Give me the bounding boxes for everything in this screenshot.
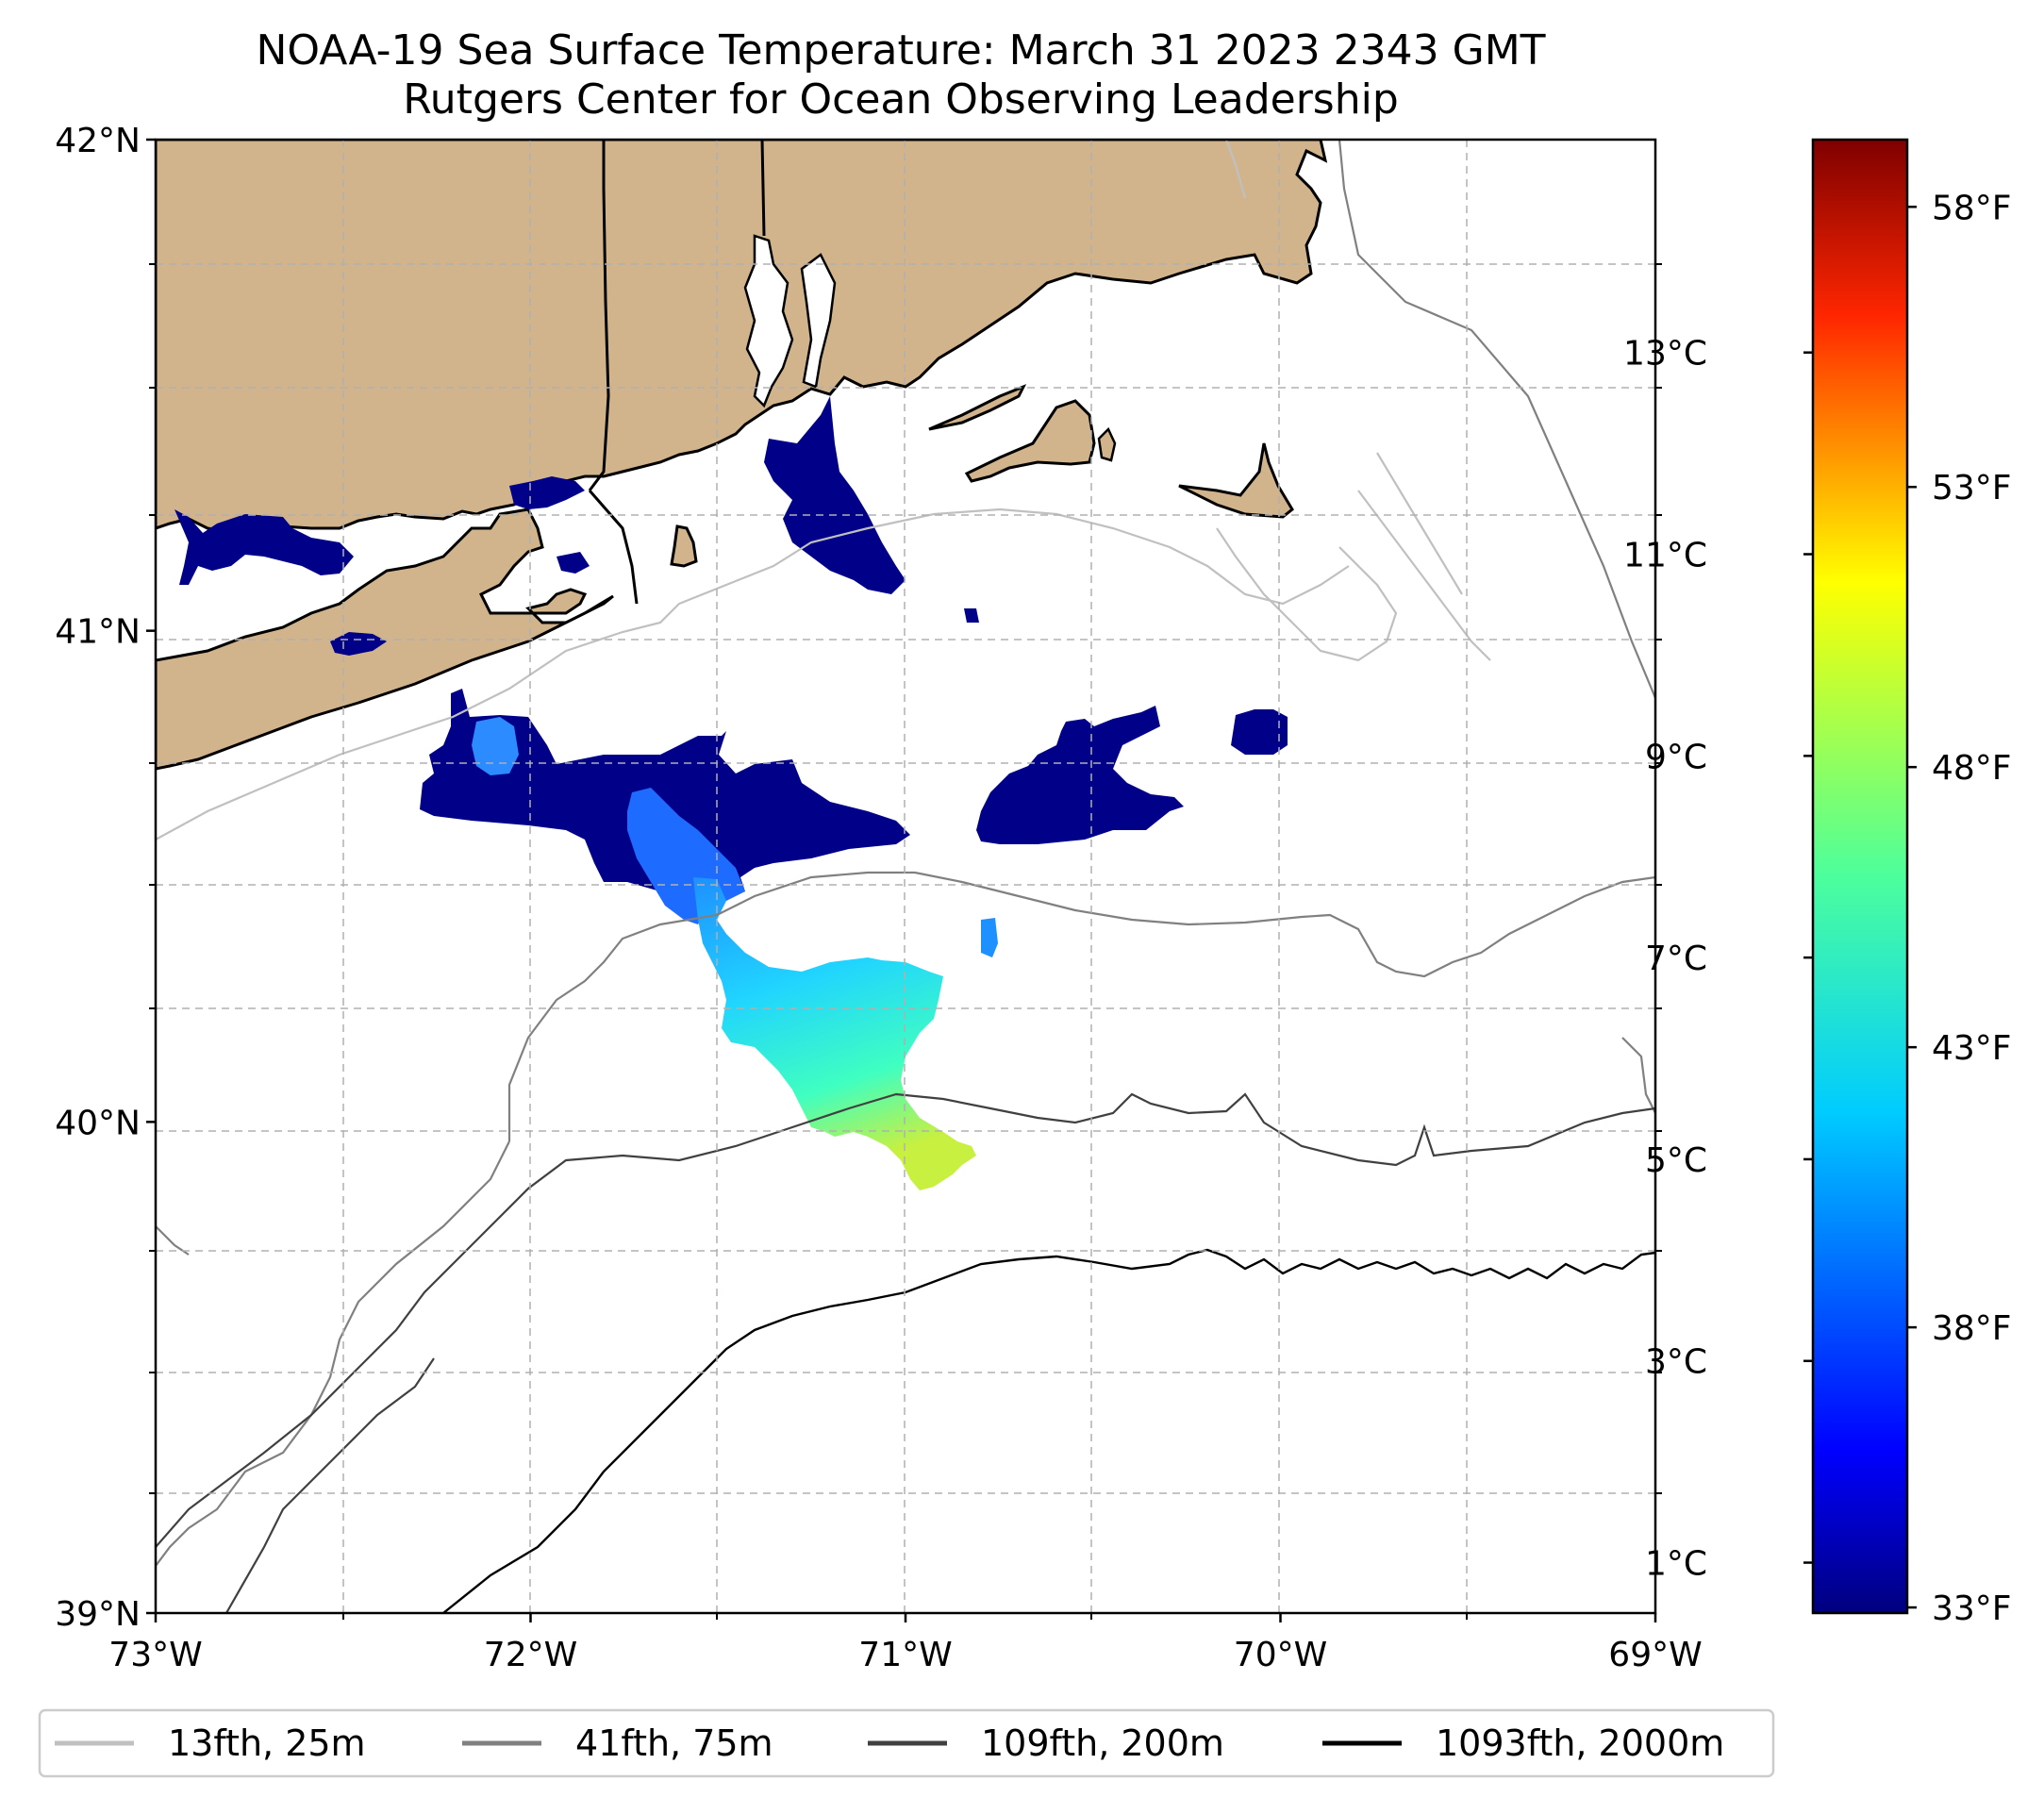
bathymetry-25m (156, 140, 1491, 840)
land-nantucket (1178, 442, 1294, 519)
fahrenheit-tick-label: 38°F (1932, 1309, 2012, 1348)
celsius-tick-label: 9°C (1645, 738, 1707, 776)
sst-patch-peconic (330, 632, 387, 656)
lat-tick-label: 40°N (55, 1104, 141, 1142)
legend-label: 1093fth, 2000m (1436, 1722, 1724, 1764)
sst-patch-dark-shelf-west (420, 689, 910, 906)
bay-inlet (800, 253, 837, 389)
land-block-island (670, 524, 698, 568)
colorbar-fahrenheit-ticks: 33°F 38°F 43°F 48°F 53°F 58°F (1907, 189, 2012, 1628)
sst-patch-small-spot (981, 918, 998, 957)
lon-tick-label: 71°W (858, 1636, 952, 1674)
sst-patch-nantucket-shoal (1231, 709, 1288, 755)
celsius-tick-label: 3°C (1645, 1343, 1707, 1382)
legend-label: 41fth, 75m (575, 1722, 773, 1764)
bathymetry-200m (156, 1092, 1655, 1613)
title-line-1: NOAA-19 Sea Surface Temperature: March 3… (256, 26, 1545, 75)
fahrenheit-tick-label: 33°F (1932, 1589, 2012, 1628)
celsius-tick-label: 5°C (1645, 1141, 1707, 1180)
sst-patch-warm-south (693, 877, 976, 1190)
minor-ticks (149, 263, 1662, 1620)
lat-tick-label: 39°N (55, 1595, 141, 1634)
sst-patch-lighter-spot (472, 717, 519, 775)
land-marthas-vineyard (964, 399, 1096, 483)
fahrenheit-tick-label: 58°F (1932, 189, 2012, 227)
land-small-island (1097, 426, 1117, 462)
lon-tick-label: 69°W (1608, 1636, 1702, 1674)
colorbar-celsius-ticks: 1°C 3°C 5°C 7°C 9°C 11°C 13°C (1623, 335, 1813, 1584)
legend: 13fth, 25m 41fth, 75m 109fth, 200m 1093fth,… (55, 1722, 1724, 1764)
map-area (156, 140, 1655, 1613)
land-elizabeth-islands (928, 384, 1027, 431)
fahrenheit-tick-label: 53°F (1932, 469, 2012, 507)
colorbar (1811, 138, 1909, 1615)
lat-tick-label: 41°N (55, 613, 141, 652)
sst-patch-dark-shelf-east (976, 706, 1184, 844)
celsius-tick-label: 11°C (1623, 536, 1707, 574)
sst-layer (174, 396, 1288, 1190)
lon-tick-label: 73°W (108, 1636, 202, 1674)
legend-label: 109fth, 200m (981, 1722, 1224, 1764)
lon-tick-label: 72°W (484, 1636, 577, 1674)
land-new-england (156, 140, 1328, 535)
fahrenheit-tick-label: 43°F (1932, 1029, 2012, 1068)
sst-patch-li-sound-mid (509, 476, 585, 509)
longitude-labels: 73°W 72°W 71°W 70°W 69°W (108, 1613, 1703, 1674)
sst-patch-tiny (964, 608, 979, 623)
celsius-tick-label: 1°C (1645, 1545, 1707, 1584)
lat-tick-label: 42°N (55, 122, 141, 160)
title-line-2: Rutgers Center for Ocean Observing Leade… (403, 75, 1399, 124)
sst-patch-gardiners (557, 552, 590, 574)
narragansett-bay (743, 234, 794, 408)
fahrenheit-tick-label: 48°F (1932, 749, 2012, 788)
sst-patch-li-sound-west (174, 509, 354, 585)
legend-label: 13fth, 25m (168, 1722, 366, 1764)
celsius-tick-label: 13°C (1623, 335, 1707, 374)
state-border (588, 140, 766, 605)
sst-patch-ri-sound (764, 396, 906, 594)
lon-tick-label: 70°W (1234, 1636, 1327, 1674)
latitude-labels: 42°N 41°N 40°N 39°N (55, 122, 156, 1634)
celsius-tick-label: 7°C (1645, 940, 1707, 978)
